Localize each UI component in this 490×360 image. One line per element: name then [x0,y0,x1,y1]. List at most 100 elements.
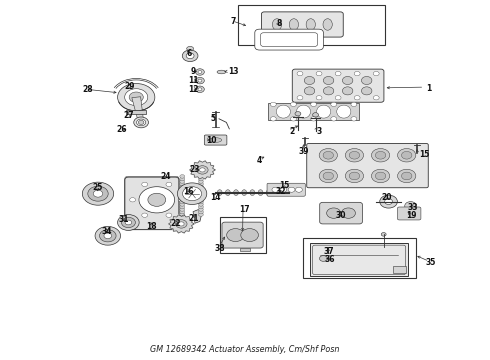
Text: 3: 3 [316,127,321,136]
Circle shape [331,102,337,107]
Circle shape [166,213,172,217]
Ellipse shape [217,70,226,74]
Text: 29: 29 [124,82,135,91]
Text: 25: 25 [93,184,103,192]
Polygon shape [240,248,250,251]
Circle shape [288,187,295,192]
Circle shape [342,208,355,218]
Circle shape [118,84,155,111]
Text: 32: 32 [276,187,287,196]
Circle shape [345,149,364,162]
Ellipse shape [343,87,353,95]
Ellipse shape [304,76,315,85]
Circle shape [196,86,204,93]
FancyBboxPatch shape [262,12,343,37]
Bar [238,5,385,45]
Circle shape [380,195,397,208]
Ellipse shape [242,190,246,195]
Circle shape [227,229,245,242]
Circle shape [198,208,203,211]
Circle shape [198,198,203,201]
Ellipse shape [272,19,282,30]
Text: GM 12689342 Actuator Assembly, Cm/Shf Posn: GM 12689342 Actuator Assembly, Cm/Shf Po… [150,345,340,354]
Circle shape [354,96,360,100]
Ellipse shape [258,190,263,195]
Ellipse shape [296,105,311,118]
Text: 19: 19 [406,211,417,220]
Circle shape [180,177,185,181]
Circle shape [335,71,341,76]
Text: 33: 33 [408,202,418,211]
Ellipse shape [343,76,353,85]
Circle shape [272,187,279,192]
Circle shape [142,182,147,186]
Circle shape [180,205,185,209]
Circle shape [291,102,296,107]
Polygon shape [193,210,202,223]
Circle shape [198,203,203,206]
Circle shape [280,187,287,192]
Circle shape [198,88,202,91]
Circle shape [180,180,185,183]
Circle shape [316,71,322,76]
Circle shape [385,199,392,204]
Text: 23: 23 [190,165,200,174]
Circle shape [198,177,203,181]
Circle shape [180,198,185,201]
Circle shape [95,226,121,245]
Ellipse shape [187,46,194,51]
Circle shape [196,77,204,84]
Circle shape [198,185,203,188]
Text: 18: 18 [147,222,157,231]
Circle shape [125,220,132,225]
Text: 5: 5 [211,114,216,123]
Ellipse shape [323,19,332,30]
Bar [393,266,406,273]
Circle shape [319,169,338,183]
Ellipse shape [250,190,255,195]
Text: 37: 37 [324,247,335,256]
FancyBboxPatch shape [255,29,323,50]
Text: 2: 2 [289,127,294,136]
Ellipse shape [217,190,222,195]
Text: 28: 28 [82,85,93,94]
Circle shape [327,208,341,218]
Bar [303,238,416,278]
Text: 9: 9 [191,68,196,77]
Circle shape [401,172,412,180]
Polygon shape [132,97,144,123]
FancyBboxPatch shape [267,183,305,196]
Circle shape [148,193,166,206]
Circle shape [198,210,203,214]
Text: 11: 11 [188,76,199,85]
Text: 12: 12 [188,85,199,94]
Ellipse shape [225,190,230,195]
Circle shape [82,182,114,205]
Ellipse shape [289,19,298,30]
Circle shape [354,71,360,76]
Text: 14: 14 [210,194,221,202]
Circle shape [297,71,303,76]
Circle shape [138,120,144,125]
Text: 7: 7 [230,17,235,26]
Text: 35: 35 [425,258,436,266]
Circle shape [349,152,360,159]
Circle shape [270,102,276,107]
FancyBboxPatch shape [397,207,421,220]
Circle shape [373,96,379,100]
Circle shape [198,180,203,183]
Circle shape [319,149,338,162]
Circle shape [241,229,258,242]
FancyBboxPatch shape [126,110,146,114]
Text: 34: 34 [101,227,112,236]
Circle shape [180,195,185,199]
FancyBboxPatch shape [204,135,227,145]
Circle shape [295,187,302,192]
Circle shape [375,152,386,159]
Circle shape [180,185,185,188]
Circle shape [198,190,203,193]
Circle shape [351,117,357,121]
Text: 4: 4 [257,156,262,165]
Circle shape [198,192,203,196]
Text: 38: 38 [214,244,225,253]
